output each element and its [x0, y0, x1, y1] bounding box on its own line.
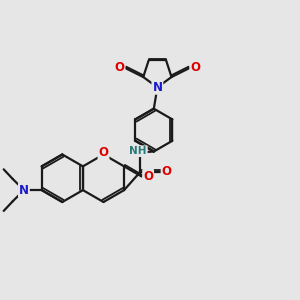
- Text: O: O: [98, 146, 109, 160]
- Text: O: O: [143, 170, 153, 183]
- Text: N: N: [152, 81, 162, 94]
- Text: NH: NH: [129, 146, 147, 156]
- Text: O: O: [190, 61, 200, 74]
- Text: O: O: [162, 165, 172, 178]
- Text: O: O: [115, 61, 124, 74]
- Text: N: N: [19, 184, 29, 196]
